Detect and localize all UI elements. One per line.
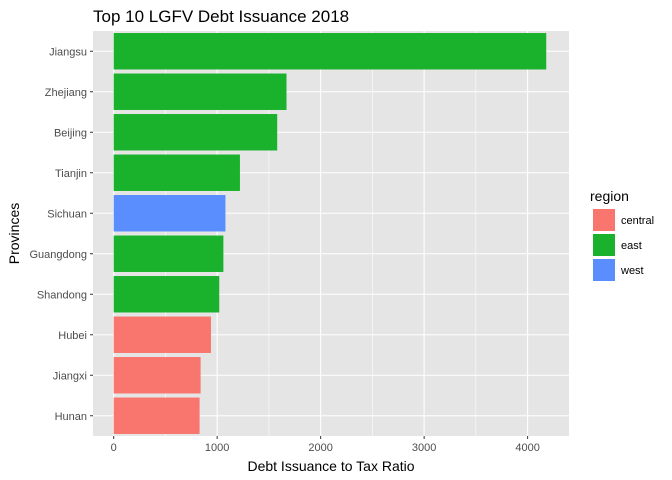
bar-shandong <box>113 276 220 313</box>
bar-guangdong <box>113 235 224 272</box>
x-axis-title: Debt Issuance to Tax Ratio <box>247 458 414 474</box>
bar-jiangsu <box>113 33 547 70</box>
y-tick-label: Guangdong <box>30 249 88 261</box>
y-tick-label: Tianjin <box>55 168 87 180</box>
bar-hubei <box>113 316 211 353</box>
x-axis-ticks: 0 1000 2000 3000 4000 <box>111 436 540 454</box>
legend-key-west <box>593 259 615 281</box>
x-tick-label: 1000 <box>205 442 229 454</box>
y-tick-label: Hunan <box>55 411 87 423</box>
y-tick-label: Jiangsu <box>49 46 87 58</box>
bar-zhejiang <box>113 73 287 110</box>
x-tick-label: 3000 <box>412 442 436 454</box>
x-tick-label: 2000 <box>308 442 332 454</box>
legend-key-east <box>593 234 615 256</box>
y-axis-ticks: Jiangsu Zhejiang Beijing Tianjin Sichuan Guan… <box>30 46 93 423</box>
y-tick-label: Sichuan <box>47 208 87 220</box>
bar-hunan <box>113 397 200 434</box>
legend-key-central <box>593 209 615 231</box>
bar-jiangxi <box>113 357 201 394</box>
legend-label-west: west <box>620 265 644 277</box>
y-axis-title: Provinces <box>6 203 22 264</box>
legend-label-central: central <box>621 215 654 227</box>
bar-beijing <box>113 114 278 151</box>
legend: region central east west <box>590 188 654 281</box>
y-tick-label: Beijing <box>54 127 87 139</box>
y-tick-label: Zhejiang <box>45 87 87 99</box>
bars <box>113 33 547 434</box>
y-tick-label: Jiangxi <box>53 370 87 382</box>
bar-sichuan <box>113 195 226 232</box>
y-tick-label: Hubei <box>58 330 87 342</box>
x-tick-label: 4000 <box>515 442 539 454</box>
y-tick-label: Shandong <box>37 289 87 301</box>
legend-title: region <box>590 188 629 204</box>
chart-title: Top 10 LGFV Debt Issuance 2018 <box>93 7 349 26</box>
bar-tianjin <box>113 154 240 191</box>
legend-label-east: east <box>621 240 642 252</box>
x-tick-label: 0 <box>111 442 117 454</box>
